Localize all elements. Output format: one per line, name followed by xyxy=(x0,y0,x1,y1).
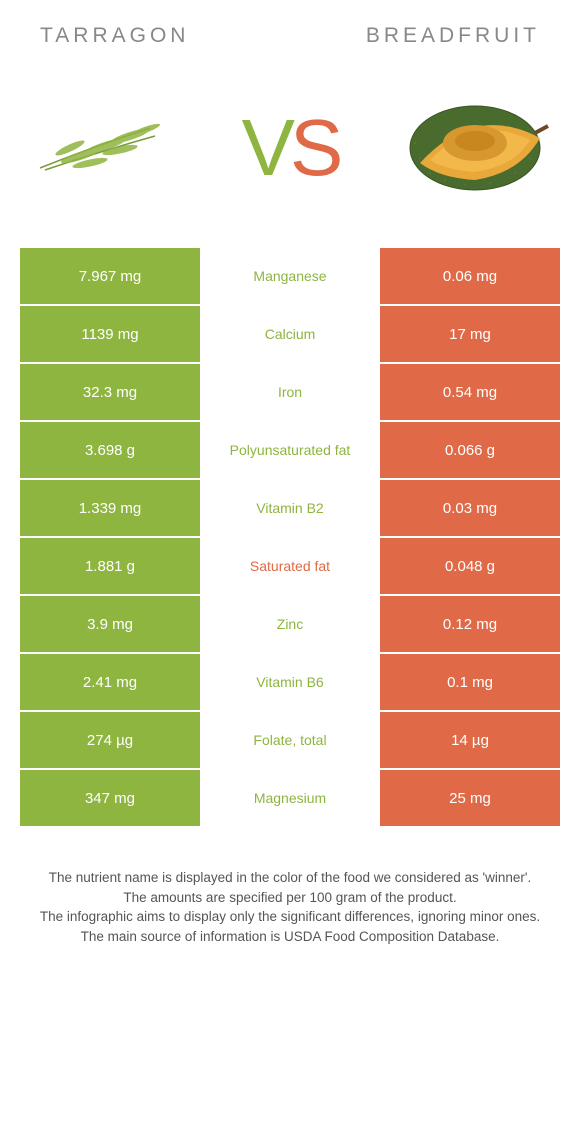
cell-right-value: 25 mg xyxy=(380,770,560,826)
cell-nutrient-label: Vitamin B6 xyxy=(200,654,380,710)
table-row: 7.967 mgManganese0.06 mg xyxy=(20,248,560,304)
table-row: 347 mgMagnesium25 mg xyxy=(20,770,560,826)
cell-nutrient-label: Calcium xyxy=(200,306,380,362)
cell-right-value: 0.06 mg xyxy=(380,248,560,304)
cell-right-value: 14 µg xyxy=(380,712,560,768)
vs-v: V xyxy=(242,103,290,192)
cell-left-value: 32.3 mg xyxy=(20,364,200,420)
footer-line-2: The amounts are specified per 100 gram o… xyxy=(30,888,550,908)
cell-right-value: 17 mg xyxy=(380,306,560,362)
table-row: 1.339 mgVitamin B20.03 mg xyxy=(20,480,560,536)
title-left: Tarragon xyxy=(40,24,189,48)
breadfruit-image xyxy=(390,88,550,208)
table-row: 2.41 mgVitamin B60.1 mg xyxy=(20,654,560,710)
cell-nutrient-label: Iron xyxy=(200,364,380,420)
cell-right-value: 0.12 mg xyxy=(380,596,560,652)
title-right: Breadfruit xyxy=(366,24,540,48)
footer-line-4: The main source of information is USDA F… xyxy=(30,927,550,947)
table-row: 1.881 gSaturated fat0.048 g xyxy=(20,538,560,594)
cell-left-value: 3.9 mg xyxy=(20,596,200,652)
table-row: 1139 mgCalcium17 mg xyxy=(20,306,560,362)
footer: The nutrient name is displayed in the co… xyxy=(0,828,580,946)
cell-nutrient-label: Saturated fat xyxy=(200,538,380,594)
cell-right-value: 0.54 mg xyxy=(380,364,560,420)
cell-left-value: 274 µg xyxy=(20,712,200,768)
cell-right-value: 0.03 mg xyxy=(380,480,560,536)
cell-nutrient-label: Zinc xyxy=(200,596,380,652)
cell-left-value: 3.698 g xyxy=(20,422,200,478)
tarragon-image xyxy=(30,88,190,208)
cell-nutrient-label: Manganese xyxy=(200,248,380,304)
vs-label: VS xyxy=(242,108,339,188)
cell-nutrient-label: Magnesium xyxy=(200,770,380,826)
footer-line-3: The infographic aims to display only the… xyxy=(30,907,550,927)
cell-left-value: 1.881 g xyxy=(20,538,200,594)
table-row: 274 µgFolate, total14 µg xyxy=(20,712,560,768)
cell-right-value: 0.048 g xyxy=(380,538,560,594)
cell-right-value: 0.066 g xyxy=(380,422,560,478)
cell-nutrient-label: Vitamin B2 xyxy=(200,480,380,536)
cell-left-value: 2.41 mg xyxy=(20,654,200,710)
cell-left-value: 7.967 mg xyxy=(20,248,200,304)
cell-left-value: 1139 mg xyxy=(20,306,200,362)
table-row: 3.9 mgZinc0.12 mg xyxy=(20,596,560,652)
cell-left-value: 1.339 mg xyxy=(20,480,200,536)
cell-nutrient-label: Folate, total xyxy=(200,712,380,768)
cell-right-value: 0.1 mg xyxy=(380,654,560,710)
header: Tarragon Breadfruit xyxy=(0,0,580,58)
cell-nutrient-label: Polyunsaturated fat xyxy=(200,422,380,478)
nutrient-table: 7.967 mgManganese0.06 mg1139 mgCalcium17… xyxy=(0,248,580,826)
table-row: 32.3 mgIron0.54 mg xyxy=(20,364,560,420)
cell-left-value: 347 mg xyxy=(20,770,200,826)
vs-s: S xyxy=(290,103,338,192)
table-row: 3.698 gPolyunsaturated fat0.066 g xyxy=(20,422,560,478)
footer-line-1: The nutrient name is displayed in the co… xyxy=(30,868,550,888)
hero: VS xyxy=(0,58,580,248)
